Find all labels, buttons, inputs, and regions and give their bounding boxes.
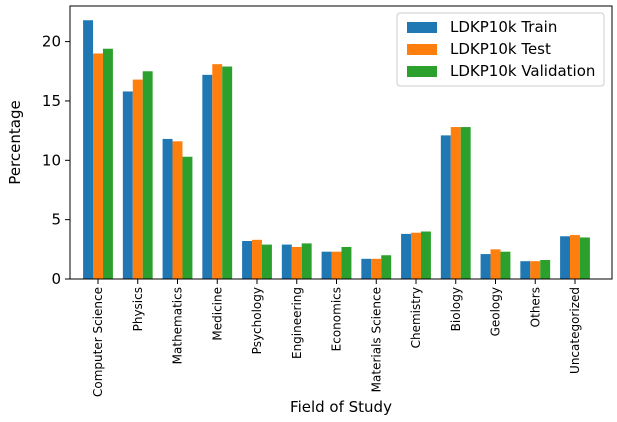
bar-test-physics [132, 79, 143, 279]
bar-validation-computer-science [102, 48, 113, 280]
y-tick-label: 15 [42, 92, 61, 110]
x-tick-label: Computer Science [91, 287, 105, 397]
x-axis-label: Field of Study [290, 398, 392, 416]
legend-entry: LDKP10k Train [450, 18, 557, 36]
x-tick-label: Psychology [250, 287, 264, 354]
bar-train-psychology [242, 241, 253, 279]
bar-train-physics [122, 91, 133, 280]
bar-train-medicine [202, 74, 213, 279]
bar-train-materials-science [361, 258, 372, 279]
bar-validation-economics [341, 246, 352, 279]
x-tick-label: Medicine [210, 287, 224, 341]
x-axis: Computer Science Physics Mathematics Medici… [91, 279, 582, 397]
legend-swatch [407, 44, 437, 55]
bar-validation-geology [500, 251, 511, 279]
bar-validation-chemistry [420, 231, 431, 279]
bar-train-geology [480, 254, 491, 279]
x-tick-label: Uncategorized [568, 287, 582, 374]
bar-train-engineering [281, 244, 292, 279]
bar-train-computer-science [83, 20, 94, 280]
x-tick-label: Geology [489, 287, 503, 336]
bar-train-uncategorized [560, 236, 571, 279]
plot-frame [69, 5, 613, 280]
y-tick-label: 10 [42, 151, 61, 169]
bar-validation-mathematics [182, 156, 193, 279]
bar-train-chemistry [401, 233, 412, 279]
legend-entry: LDKP10k Validation [450, 62, 595, 80]
legend-box [396, 12, 605, 87]
bar-validation-engineering [301, 243, 312, 279]
legend-swatch [407, 66, 437, 77]
bar-test-psychology [252, 239, 262, 279]
bar-test-mathematics [172, 141, 183, 279]
legend-entry: LDKP10k Test [450, 40, 551, 58]
y-axis: 0 5 10 15 20 [42, 33, 70, 288]
bar-test-uncategorized [570, 235, 580, 279]
bar-train-mathematics [162, 138, 173, 279]
bar-validation-psychology [261, 244, 272, 279]
bar-validation-biology [460, 127, 471, 279]
bar-test-medicine [212, 64, 223, 279]
x-tick-label: Mathematics [171, 287, 185, 364]
bars-layer [83, 20, 590, 280]
bar-validation-uncategorized [579, 237, 590, 279]
bar-validation-medicine [222, 66, 233, 279]
y-tick-label: 0 [51, 270, 61, 288]
legend: LDKP10k Train LDKP10k Test LDKP10k Validat… [396, 12, 605, 87]
x-tick-label: Materials Science [369, 287, 383, 392]
bar-validation-others [540, 260, 551, 279]
bar-test-others [530, 261, 541, 279]
bar-test-engineering [291, 246, 302, 279]
bar-validation-materials-science [381, 255, 392, 279]
x-tick-label: Chemistry [409, 287, 423, 348]
bar-test-economics [331, 251, 342, 279]
x-tick-label: Physics [131, 287, 145, 331]
y-axis-label: Percentage [6, 100, 24, 184]
bar-test-geology [490, 249, 501, 279]
legend-swatch [407, 22, 437, 33]
bar-test-materials-science [371, 258, 382, 279]
bar-train-economics [321, 251, 332, 279]
y-tick-label: 5 [51, 211, 61, 229]
bar-train-others [520, 261, 531, 279]
bar-test-biology [450, 127, 461, 279]
bar-test-chemistry [411, 232, 421, 279]
bar-validation-physics [142, 71, 153, 279]
x-tick-label: Economics [330, 287, 344, 351]
bar-test-computer-science [93, 53, 103, 280]
x-tick-label: Others [528, 287, 542, 327]
y-tick-label: 20 [42, 33, 61, 51]
x-tick-label: Biology [449, 287, 463, 331]
bar-train-biology [440, 135, 451, 279]
x-tick-label: Engineering [290, 287, 304, 359]
